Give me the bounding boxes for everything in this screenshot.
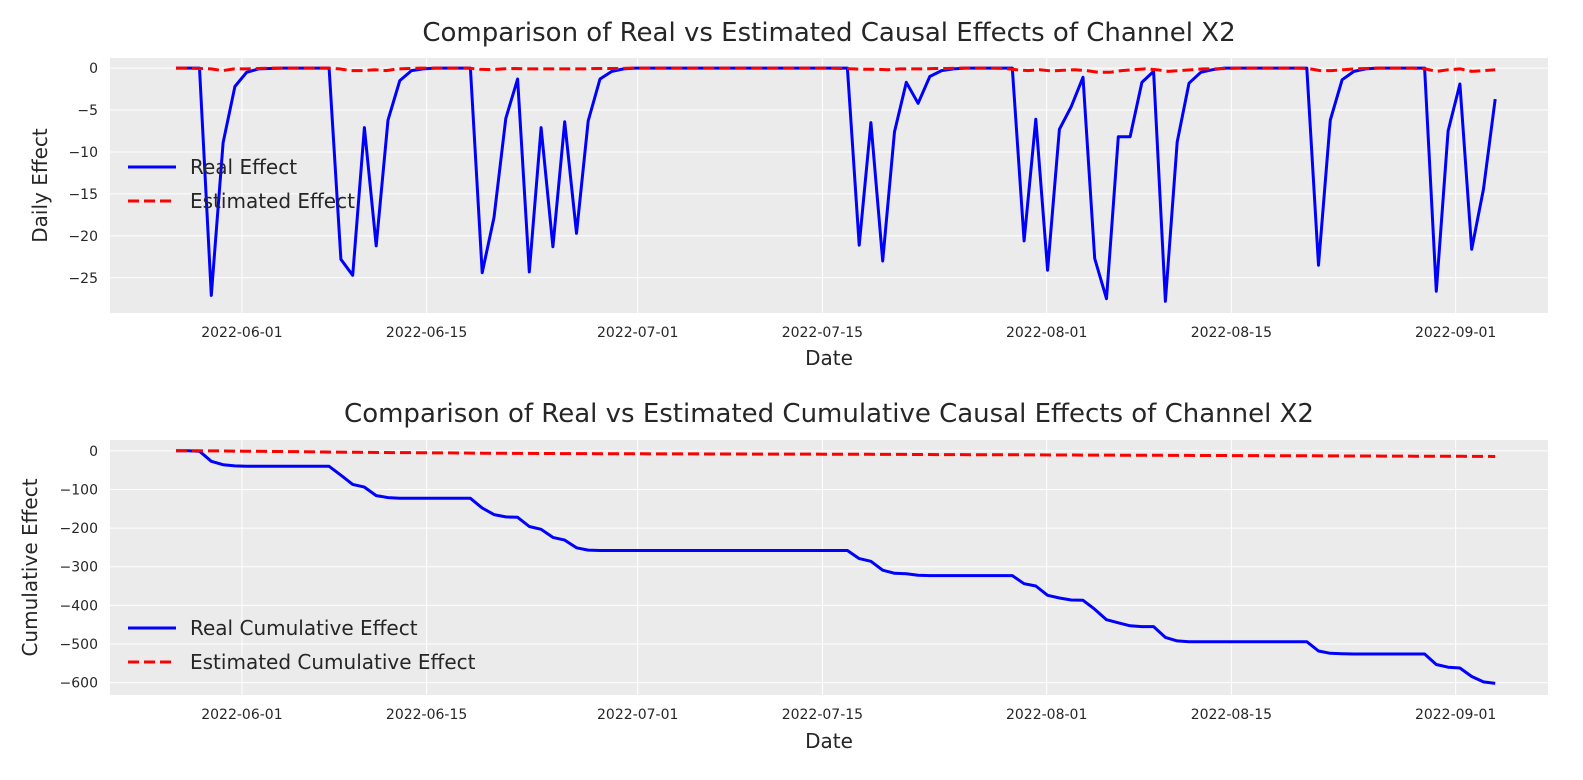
- y-tick-label: 0: [89, 61, 98, 77]
- cumulative-effect-title: Comparison of Real vs Estimated Cumulati…: [344, 399, 1314, 429]
- x-tick-label: 2022-09-01: [1415, 707, 1496, 723]
- cumulative-effect-legend: Real Cumulative Effect Estimated Cumulat…: [128, 616, 476, 674]
- daily-effect-plot-area: [110, 58, 1548, 313]
- daily-effect-ylabel: Daily Effect: [28, 128, 52, 243]
- y-tick-label: −10: [68, 145, 98, 161]
- cumulative-effect-y-ticks: 0 −100 −200 −300 −400 −500 −600: [60, 444, 98, 692]
- cumulative-effect-x-ticks: 2022-06-01 2022-06-15 2022-07-01 2022-07-15…: [201, 707, 1496, 723]
- legend-label-estimated-cumulative-effect: Estimated Cumulative Effect: [190, 650, 476, 674]
- y-tick-label: −20: [68, 229, 98, 245]
- x-tick-label: 2022-07-15: [782, 707, 863, 723]
- cumulative-effect-lines: [176, 449, 1496, 685]
- y-tick-label: −300: [60, 560, 98, 576]
- y-tick-label: −500: [60, 637, 98, 653]
- y-tick-label: −5: [77, 103, 98, 119]
- x-tick-label: 2022-07-01: [597, 325, 678, 341]
- series-line-real-cumulative-effect: [176, 449, 1496, 685]
- daily-effect-title: Comparison of Real vs Estimated Causal E…: [422, 18, 1235, 48]
- x-tick-label: 2022-09-01: [1415, 325, 1496, 341]
- x-tick-label: 2022-08-01: [1006, 707, 1087, 723]
- cumulative-effect-gridlines: [110, 440, 1548, 695]
- daily-effect-lines: [176, 66, 1497, 303]
- x-tick-label: 2022-07-15: [782, 325, 863, 341]
- cumulative-effect-xlabel: Date: [805, 729, 853, 753]
- daily-effect-y-ticks: 0 −5 −10 −15 −20 −25: [68, 61, 98, 287]
- y-tick-label: −200: [60, 521, 98, 537]
- x-tick-label: 2022-07-01: [597, 707, 678, 723]
- daily-effect-xlabel: Date: [805, 346, 853, 370]
- y-tick-label: −15: [68, 187, 98, 203]
- daily-effect-x-ticks: 2022-06-01 2022-06-15 2022-07-01 2022-07-15…: [201, 325, 1496, 341]
- y-tick-label: −100: [60, 482, 98, 498]
- cumulative-effect-chart: Comparison of Real vs Estimated Cumulati…: [18, 399, 1548, 753]
- x-tick-label: 2022-06-01: [201, 325, 282, 341]
- series-line-estimated-effect: [176, 66, 1496, 74]
- x-tick-label: 2022-06-15: [386, 707, 467, 723]
- x-tick-label: 2022-08-15: [1191, 325, 1272, 341]
- x-tick-label: 2022-08-01: [1006, 325, 1087, 341]
- x-tick-label: 2022-06-01: [201, 707, 282, 723]
- y-tick-label: −600: [60, 676, 98, 692]
- legend-label-real-effect: Real Effect: [190, 155, 297, 179]
- y-tick-label: −25: [68, 271, 98, 287]
- series-line-estimated-cumulative-effect: [176, 449, 1496, 458]
- daily-effect-legend: Real Effect Estimated Effect: [128, 155, 355, 213]
- y-tick-label: 0: [89, 444, 98, 460]
- legend-label-estimated-effect: Estimated Effect: [190, 189, 355, 213]
- y-tick-label: −400: [60, 598, 98, 614]
- legend-label-real-cumulative-effect: Real Cumulative Effect: [190, 616, 418, 640]
- x-tick-label: 2022-06-15: [386, 325, 467, 341]
- x-tick-label: 2022-08-15: [1191, 707, 1272, 723]
- cumulative-effect-ylabel: Cumulative Effect: [18, 478, 42, 656]
- daily-effect-chart: Comparison of Real vs Estimated Causal E…: [28, 18, 1548, 370]
